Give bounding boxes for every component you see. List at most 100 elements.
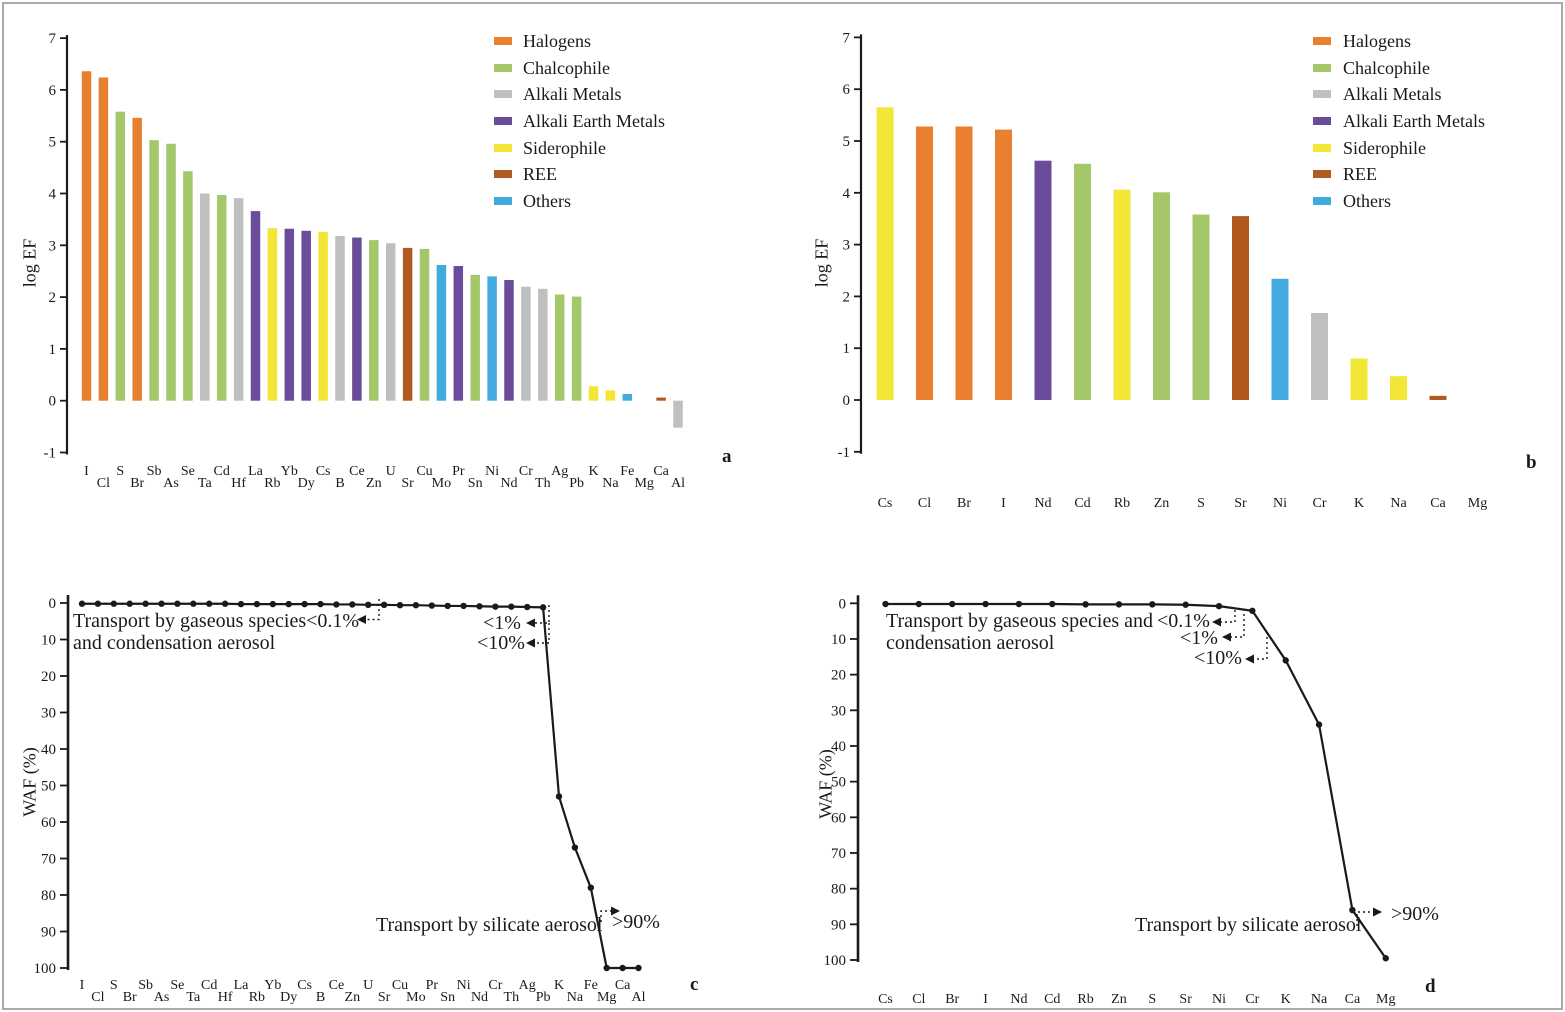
annotation-c-lt10: <10% — [477, 632, 525, 654]
annotation-connector — [1220, 610, 1236, 623]
bar-Ca — [1429, 395, 1447, 400]
ylabel-panel-a: log EF — [19, 238, 40, 288]
annotation-c-gaseous-1: Transport by gaseous species<0.1% — [73, 610, 360, 632]
bar-Cr — [1311, 312, 1328, 400]
x-label-Sn: Sn — [440, 990, 455, 1005]
x-label-Se: Se — [170, 978, 184, 993]
x-label-B: B — [316, 990, 325, 1005]
legend-item-halogens: Halogens — [494, 28, 665, 55]
bar-B — [335, 235, 345, 401]
bar-La — [250, 211, 261, 401]
bar-Pr — [453, 266, 464, 401]
legend-item-alkali-earth-metals: Alkali Earth Metals — [494, 108, 665, 135]
bar-Br — [955, 126, 973, 400]
x-label-U: U — [386, 464, 396, 479]
x-label-Sr: Sr — [378, 990, 391, 1005]
bar-Cd — [1074, 163, 1091, 400]
annotation-c-lt1: <1% — [483, 612, 521, 634]
x-label-Ca: Ca — [1430, 496, 1446, 511]
x-label-Nd: Nd — [1034, 496, 1051, 511]
x-label-Nd: Nd — [471, 990, 488, 1005]
legend-item-alkali-metals: Alkali Metals — [494, 81, 665, 108]
legend-panel-b: Halogens Chalcophile Alkali Metals Alkali E… — [1313, 28, 1485, 214]
y-tick-label: 30 — [41, 706, 56, 722]
point-K — [1282, 657, 1289, 664]
point-S — [1149, 601, 1156, 608]
x-label-Zn: Zn — [345, 990, 361, 1005]
annotation-d-gt90: >90% — [1391, 903, 1439, 925]
legend-label: Chalcophile — [1343, 57, 1430, 78]
legend-item-ree: REE — [1313, 161, 1485, 188]
x-label-Na: Na — [1390, 496, 1407, 511]
legend-swatch-icon — [494, 117, 512, 126]
point-Rb — [1082, 601, 1089, 608]
point-Cd — [1049, 600, 1056, 608]
legend-swatch-icon — [494, 196, 512, 205]
x-label-Fe: Fe — [584, 978, 598, 993]
point-Sr — [380, 601, 388, 609]
x-label-Dy: Dy — [280, 990, 297, 1005]
panel-letter-d: d — [1425, 976, 1436, 997]
x-label-I: I — [1001, 496, 1006, 511]
bar-K — [1350, 358, 1368, 400]
legend-swatch-icon — [1313, 63, 1331, 72]
legend-swatch-icon — [494, 170, 512, 179]
bar-Sn — [470, 274, 480, 401]
bar-Cs — [318, 231, 328, 401]
arrowhead-icon — [526, 618, 535, 628]
point-Cr — [492, 603, 499, 610]
x-label-Sr: Sr — [401, 476, 414, 491]
x-label-Rb: Rb — [249, 990, 265, 1005]
legend-label: REE — [523, 164, 557, 185]
point-Br — [949, 600, 956, 608]
x-label-Br: Br — [130, 476, 144, 491]
x-label-Yb: Yb — [281, 464, 298, 479]
x-label-Ni: Ni — [457, 978, 471, 993]
bar-Th — [538, 288, 548, 401]
x-label-Ce: Ce — [329, 978, 345, 993]
x-label-Ag: Ag — [519, 978, 536, 993]
x-label-Th: Th — [535, 476, 551, 491]
point-Ni — [460, 602, 467, 610]
x-label-Mo: Mo — [432, 476, 451, 491]
point-Cu — [396, 601, 404, 609]
x-label-Na: Na — [1311, 992, 1328, 1007]
x-label-Br: Br — [123, 990, 137, 1005]
bar-Nd — [504, 280, 514, 401]
bar-Br — [132, 117, 142, 401]
bar-Fe — [622, 393, 633, 401]
bar-Yb — [284, 228, 295, 401]
y-tick-label: 0 — [839, 596, 847, 612]
x-label-Cd: Cd — [1044, 992, 1060, 1007]
x-label-Ni: Ni — [1212, 992, 1226, 1007]
point-Mg — [1382, 955, 1389, 962]
legend-label: Halogens — [523, 31, 591, 52]
x-label-La: La — [234, 978, 250, 993]
y-tick-label: 40 — [831, 739, 846, 755]
y-tick-label: 0 — [49, 394, 57, 410]
annotation-connector — [534, 605, 550, 624]
x-label-Rb: Rb — [1077, 992, 1093, 1007]
legend-label: Alkali Earth Metals — [1343, 111, 1485, 132]
x-label-Sn: Sn — [468, 476, 483, 491]
x-label-K: K — [588, 464, 598, 479]
x-label-Cr: Cr — [488, 978, 502, 993]
legend-item-alkali-earth-metals: Alkali Earth Metals — [1313, 108, 1485, 135]
y-tick-label: 6 — [49, 83, 57, 99]
x-label-Pr: Pr — [426, 978, 439, 993]
legend-item-chalcophile: Chalcophile — [1313, 55, 1485, 82]
x-label-Pr: Pr — [452, 464, 465, 479]
bar-Cs — [876, 107, 894, 400]
x-label-I: I — [80, 978, 85, 993]
annotation-d-gaseous-2: condensation aerosol — [886, 632, 1055, 654]
legend-swatch-icon — [1313, 170, 1331, 179]
arrowhead-icon — [1373, 907, 1382, 917]
bar-Cl — [916, 126, 933, 400]
y-tick-label: 10 — [41, 633, 56, 649]
legend-item-ree: REE — [494, 161, 665, 188]
x-label-Cl: Cl — [918, 496, 931, 511]
bar-Nd — [1034, 160, 1052, 400]
x-label-Ca: Ca — [653, 464, 669, 479]
